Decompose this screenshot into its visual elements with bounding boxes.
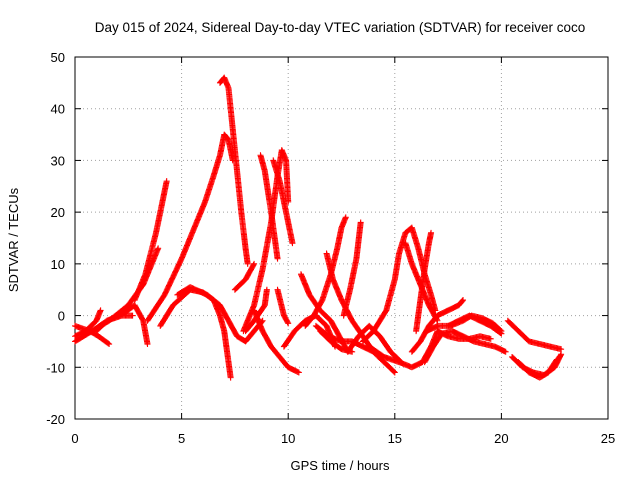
data-point xyxy=(274,255,281,262)
data-point xyxy=(459,297,466,304)
data-point xyxy=(390,368,397,375)
x-tick-label: 10 xyxy=(281,431,295,446)
x-tick-label: 20 xyxy=(494,431,508,446)
data-point xyxy=(284,319,291,326)
y-tick-label: 0 xyxy=(58,309,65,324)
y-tick-label: 20 xyxy=(51,205,65,220)
data-point xyxy=(129,312,136,319)
tick-labels: 0 5 10 15 20 25 -20 -10 0 10 20 30 40 50 xyxy=(46,50,615,446)
y-tick-label: -10 xyxy=(46,360,65,375)
data-point xyxy=(106,341,113,348)
y-tick-label: 40 xyxy=(51,102,65,117)
x-axis-label: GPS time / hours xyxy=(291,458,390,473)
data-point xyxy=(460,297,467,304)
series-arc-15 xyxy=(270,157,296,247)
chart-title: Day 015 of 2024, Sidereal Day-to-day VTE… xyxy=(95,20,585,35)
data-point xyxy=(498,330,505,337)
series-arc-21 xyxy=(323,250,398,376)
y-axis-label: SDTVAR / TECUs xyxy=(6,187,21,292)
series-arc-37 xyxy=(515,356,560,381)
data-point xyxy=(553,357,560,364)
data-point xyxy=(105,340,112,347)
data-point xyxy=(487,335,494,342)
data-point xyxy=(357,219,364,226)
series-arc-6 xyxy=(131,178,170,304)
series-arc-35 xyxy=(504,317,565,353)
grid-lines xyxy=(75,57,608,419)
series-arc-11 xyxy=(231,260,258,293)
data-point xyxy=(342,214,349,221)
data-point xyxy=(289,240,296,247)
series-arc-10 xyxy=(216,74,251,267)
data-point xyxy=(558,351,565,358)
series-arc-5 xyxy=(93,312,136,335)
series-arc-16 xyxy=(251,307,302,376)
plot-frame xyxy=(74,56,609,420)
series-arc-17 xyxy=(274,286,292,327)
data-point xyxy=(381,359,388,366)
axes xyxy=(74,56,609,420)
x-tick-label: 5 xyxy=(178,431,185,446)
data-point xyxy=(502,348,509,355)
data-point xyxy=(155,245,162,252)
data-point xyxy=(553,356,560,363)
x-tick-label: 0 xyxy=(71,431,78,446)
data-point xyxy=(250,261,257,268)
y-tick-label: -20 xyxy=(46,412,65,427)
data-point xyxy=(558,346,565,353)
series-arc-33 xyxy=(434,328,494,342)
series-arc-7 xyxy=(144,131,236,324)
data-point xyxy=(428,229,435,236)
data-point xyxy=(263,286,270,293)
series-arc-24 xyxy=(340,219,364,319)
data-point xyxy=(227,374,234,381)
series-arc-20 xyxy=(302,214,349,329)
data-point xyxy=(497,329,504,336)
data-point xyxy=(97,307,104,314)
y-tick-label: 50 xyxy=(51,50,65,65)
data-point xyxy=(285,320,292,327)
data-point xyxy=(251,260,258,267)
series-arc-26 xyxy=(359,224,439,345)
data-point xyxy=(391,369,398,376)
data-point xyxy=(295,369,302,376)
data-points xyxy=(72,74,565,381)
data-point xyxy=(380,358,387,365)
series-arc-29 xyxy=(408,297,467,355)
series-arc-34 xyxy=(445,312,505,337)
series-arc-28 xyxy=(402,240,441,324)
series-arc-14 xyxy=(240,147,292,335)
data-point xyxy=(144,341,151,348)
series-arc-30 xyxy=(413,229,435,335)
series-arc-9 xyxy=(174,284,266,345)
data-point xyxy=(244,260,251,267)
data-point xyxy=(163,178,170,185)
x-tick-label: 25 xyxy=(601,431,615,446)
y-tick-label: 10 xyxy=(51,257,65,272)
y-tick-label: 30 xyxy=(51,153,65,168)
x-tick-label: 15 xyxy=(388,431,402,446)
